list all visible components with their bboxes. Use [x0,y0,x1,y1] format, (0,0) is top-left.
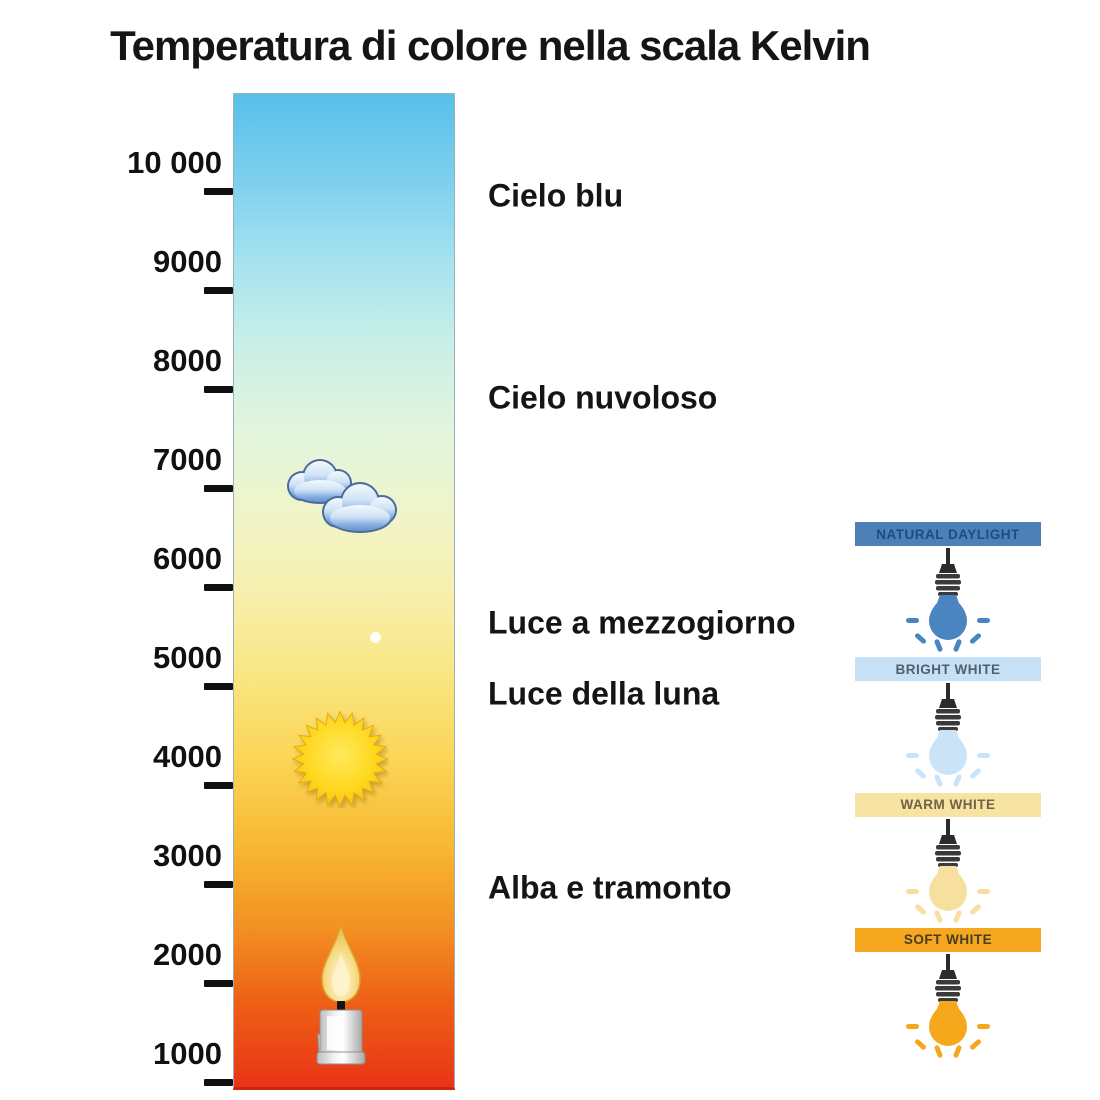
tick-mark [204,287,233,294]
bulb-panel: BRIGHT WHITE [855,657,1041,788]
tick-label: 4000 [153,739,222,774]
panel-banner-label: SOFT WHITE [903,932,993,948]
tick-mark [204,386,233,393]
light-bulb-icon [855,953,1041,1058]
annotation-label: Cielo nuvoloso [488,379,718,416]
bulb-panel: SOFT WHITE [855,927,1041,1058]
tick-label: 10 000 [127,145,222,180]
page-title: Temperatura di colore nella scala Kelvin [110,22,871,69]
bulb-panel: WARM WHITE [855,792,1041,923]
moon-icon [370,632,381,643]
kelvin-gradient-column [233,93,455,1090]
clouds-icon [287,459,397,533]
tick-mark [204,188,233,195]
tick-mark [204,683,233,690]
panel-banner: NATURAL DAYLIGHT [855,522,1041,546]
tick-mark [204,584,233,591]
panel-banner: WARM WHITE [855,792,1041,817]
tick-label: 9000 [153,244,222,279]
tick-mark [204,1079,233,1086]
annotation-label: Luce della luna [488,675,720,712]
tick-label: 5000 [153,640,222,675]
panel-banner: SOFT WHITE [855,927,1041,952]
light-bulb-icon [855,548,1041,652]
tick-mark [204,485,233,492]
tick-label: 8000 [153,343,222,378]
tick-mark [204,980,233,987]
panel-banner-label: BRIGHT WHITE [895,661,1001,677]
sun-icon [291,710,389,808]
tick-label: 2000 [153,937,222,972]
bulb-panel: NATURAL DAYLIGHT [855,522,1041,652]
tick-label: 1000 [153,1036,222,1071]
tick-label: 3000 [153,838,222,873]
tick-mark [204,782,233,789]
candle-icon [316,924,366,1065]
tick-label: 7000 [153,442,222,477]
annotation-label: Luce a mezzogiorno [488,604,796,641]
light-bulb-icon [855,683,1041,788]
tick-label: 6000 [153,541,222,576]
annotation-label: Alba e tramonto [488,869,732,906]
panel-banner-label: NATURAL DAYLIGHT [876,526,1020,542]
tick-mark [204,881,233,888]
panel-banner: BRIGHT WHITE [855,657,1041,682]
annotation-label: Cielo blu [488,177,624,214]
light-bulb-icon [855,818,1041,923]
panel-banner-label: WARM WHITE [900,797,996,813]
